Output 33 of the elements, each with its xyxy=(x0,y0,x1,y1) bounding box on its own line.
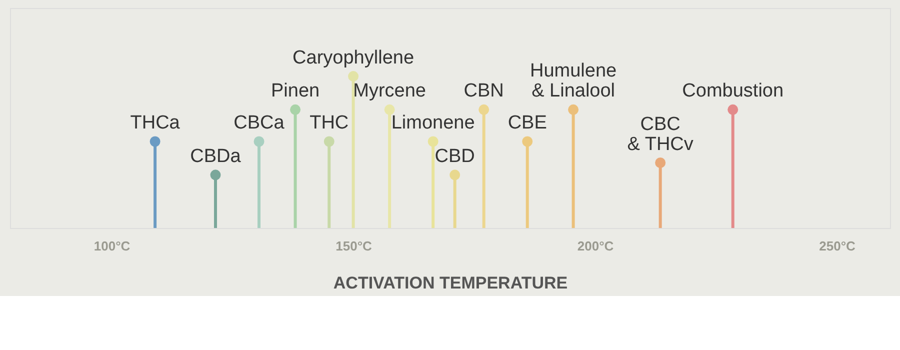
x-tick-label: 250°C xyxy=(819,238,856,254)
point xyxy=(290,104,301,115)
annotation: CBE xyxy=(508,112,547,134)
annotation: Humulene & Linalool xyxy=(530,60,617,102)
annotation: CBN xyxy=(464,80,504,102)
annotation: CBDa xyxy=(190,146,242,167)
annotation: Limonene xyxy=(391,112,475,134)
point xyxy=(522,136,533,147)
point xyxy=(324,136,334,147)
x-tick-label: 100°C xyxy=(94,238,131,254)
point xyxy=(384,104,395,115)
annotation: Pinen xyxy=(270,80,320,102)
point xyxy=(450,170,460,180)
point xyxy=(348,71,359,82)
point xyxy=(254,136,264,147)
annotation: THC xyxy=(310,112,349,134)
point xyxy=(478,104,490,115)
annotation: Caryophyllene xyxy=(292,47,414,68)
annotation: CBCa xyxy=(234,112,285,134)
point xyxy=(210,170,221,180)
annotation: Combustion xyxy=(682,80,784,102)
annotation: CBD xyxy=(434,146,475,167)
point xyxy=(428,136,438,147)
x-tick-label: 150°C xyxy=(336,238,373,254)
annotation: CBC & THCv xyxy=(627,114,694,155)
point xyxy=(150,136,160,147)
x-tick-label: 200°C xyxy=(577,238,614,254)
point xyxy=(728,104,738,115)
annotation: THCa xyxy=(130,112,180,134)
point xyxy=(568,104,579,115)
point xyxy=(655,158,666,168)
annotation: Myrcene xyxy=(353,80,426,102)
x-axis-title: ACTIVATION TEMPERATURE xyxy=(333,274,568,292)
